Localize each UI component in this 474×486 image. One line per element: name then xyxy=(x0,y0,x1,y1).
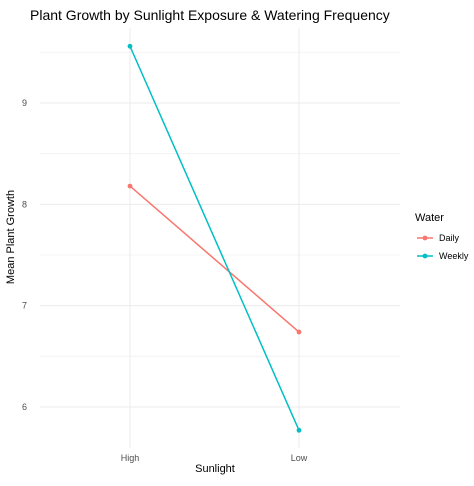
series-line-daily xyxy=(129,185,300,333)
legend-key-point xyxy=(422,235,428,241)
y-tick-label: 8 xyxy=(22,199,27,209)
x-axis-title: Sunlight xyxy=(195,463,235,475)
series-points xyxy=(127,43,302,433)
data-point-weekly xyxy=(296,427,302,433)
chart-title: Plant Growth by Sunlight Exposure & Wate… xyxy=(30,7,390,23)
y-axis-title: Mean Plant Growth xyxy=(5,190,17,284)
gridlines xyxy=(40,28,400,448)
legend-title: Water xyxy=(415,212,444,224)
data-point-daily xyxy=(296,329,302,335)
y-tick-label: 7 xyxy=(22,301,27,311)
series-line-weekly xyxy=(129,45,300,431)
data-point-weekly xyxy=(127,43,133,49)
legend: Water Daily Weekly xyxy=(415,212,469,261)
x-tick-label: High xyxy=(121,453,140,463)
data-point-daily xyxy=(127,183,133,189)
x-axis-ticks: High Low xyxy=(121,453,308,463)
legend-item-weekly: Weekly xyxy=(417,251,469,261)
legend-item-daily: Daily xyxy=(417,233,460,243)
y-tick-label: 6 xyxy=(22,402,27,412)
legend-label: Daily xyxy=(439,233,460,243)
legend-items: Daily Weekly xyxy=(417,233,469,261)
y-tick-label: 9 xyxy=(22,98,27,108)
legend-key-point xyxy=(422,253,428,259)
y-axis-ticks: 6 7 8 9 xyxy=(22,98,27,412)
x-tick-label: Low xyxy=(291,453,308,463)
series-lines xyxy=(129,45,300,431)
legend-label: Weekly xyxy=(439,251,469,261)
